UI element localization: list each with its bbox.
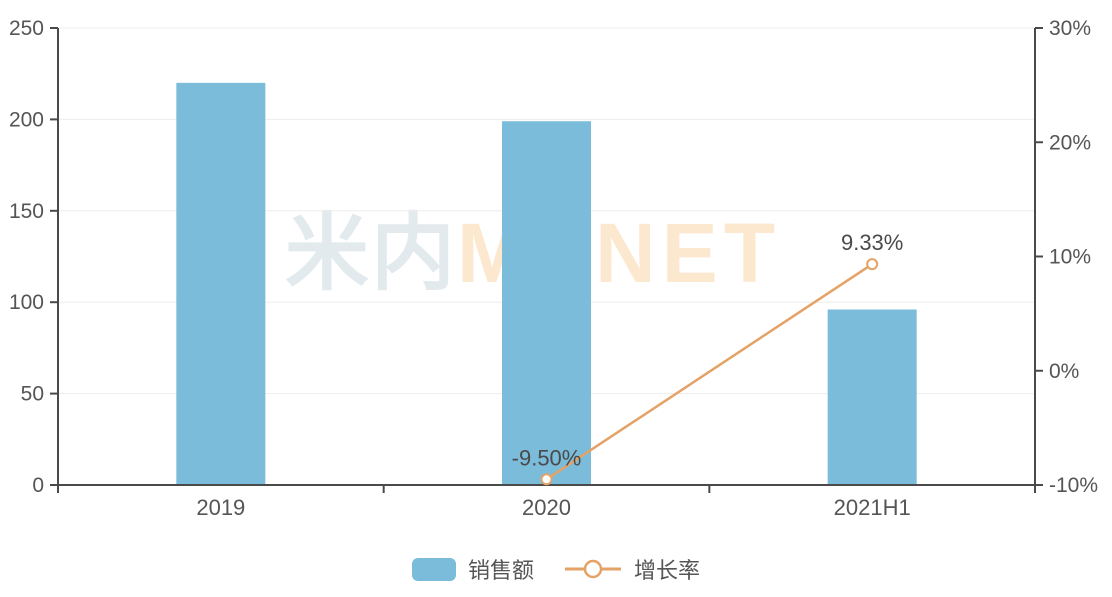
left-axis-tick-label: 150 — [9, 200, 44, 223]
right-axis-tick-label: -10% — [1049, 474, 1098, 497]
right-axis-tick-label: 10% — [1049, 246, 1091, 269]
right-axis-tick-label: 30% — [1049, 17, 1091, 40]
watermark-cn-text: 米内 — [285, 206, 458, 300]
x-axis-category-label: 2020 — [522, 495, 571, 520]
legend-item-growth[interactable]: 增长率 — [564, 553, 700, 585]
growth-rate-line[interactable] — [545, 263, 873, 481]
right-axis-tick-label: 20% — [1049, 131, 1091, 154]
left-axis-tick-label: 0 — [32, 474, 44, 497]
legend-label-growth: 增长率 — [634, 558, 701, 583]
chart-legend: 销售额 增长率 — [0, 553, 1112, 585]
x-axis-category-label: 2019 — [196, 495, 245, 520]
left-axis-tick-label: 100 — [9, 291, 44, 314]
line-point-marker[interactable] — [866, 258, 879, 271]
right-axis-tick-label: 0% — [1049, 360, 1079, 383]
legend-label-sales: 销售额 — [467, 558, 534, 583]
combo-chart: 0 50 100 150 200 250 -10% 0% 10% 20% 30% 2019 2020 20… — [9, 17, 1098, 520]
bar-2019[interactable] — [176, 82, 266, 485]
line-point-value-label: -9.50% — [512, 445, 582, 470]
bar-2021H1[interactable] — [827, 309, 917, 485]
line-series-marker-icon — [565, 559, 621, 579]
bar-2020[interactable] — [502, 121, 591, 485]
left-axis-tick-label: 200 — [9, 108, 44, 131]
line-point-value-label: 9.33% — [841, 230, 903, 255]
x-axis-category-label: 2021H1 — [834, 495, 911, 520]
left-axis-tick-label: 250 — [9, 17, 44, 40]
legend-item-sales[interactable]: 销售额 — [411, 553, 534, 585]
bar-series-swatch-icon — [411, 557, 456, 581]
left-axis-tick-label: 50 — [21, 383, 44, 406]
line-point-marker[interactable] — [540, 473, 553, 486]
